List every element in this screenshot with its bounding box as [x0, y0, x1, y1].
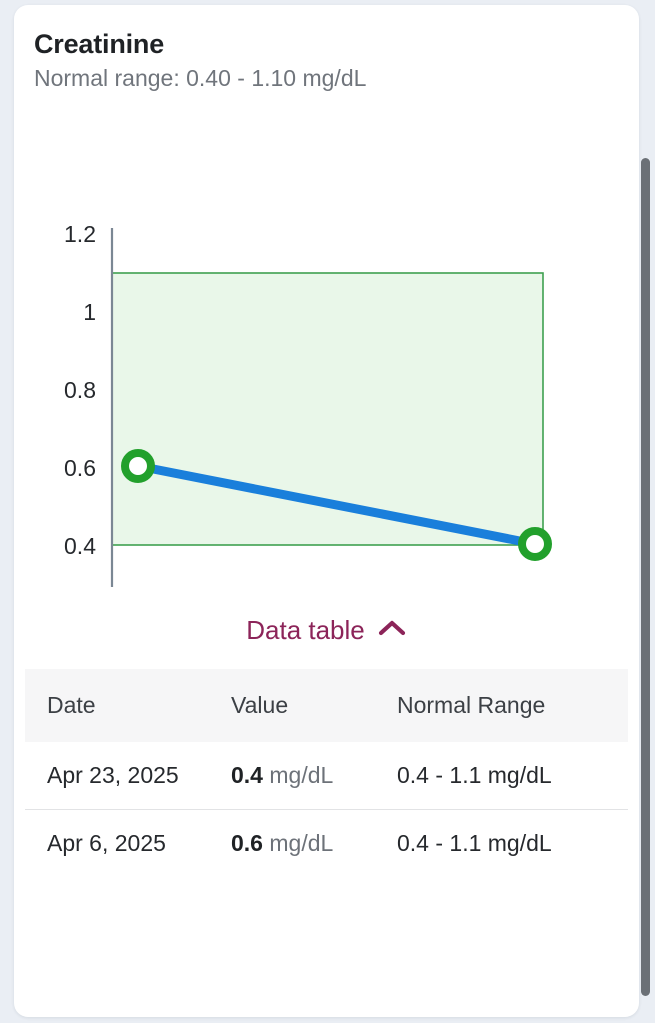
- vertical-scrollbar-thumb[interactable]: [641, 158, 650, 996]
- data-table-toggle-label: Data table: [246, 615, 365, 645]
- y-tick-label-0_8: 0.8: [64, 377, 96, 403]
- cell-date: Apr 6, 2025: [47, 830, 166, 857]
- y-tick-label-0_4: 0.4: [64, 533, 96, 559]
- page-title: Creatinine: [34, 29, 165, 59]
- trend-chart[interactable]: 1.2 1 0.8 0.6 0.4 Sun Apr 6 2025: [14, 107, 639, 587]
- y-tick-label-1_2: 1.2: [64, 221, 96, 247]
- data-line-series-creatinine: [133, 461, 540, 549]
- table-row[interactable]: Apr 23, 2025 0.4 mg/dL 0.4 - 1.1 mg/dL: [25, 742, 628, 809]
- chart-canvas: 1.2 1 0.8 0.6 0.4 Sun Apr 6 2025: [64, 221, 552, 587]
- column-header-date: Date: [47, 692, 96, 718]
- y-tick-label-0_6: 0.6: [64, 455, 96, 481]
- cell-value: 0.4 mg/dL: [231, 742, 397, 809]
- card-header: Creatinine Normal range: 0.40 - 1.10 mg/…: [14, 5, 639, 93]
- table-row[interactable]: Apr 6, 2025 0.6 mg/dL 0.4 - 1.1 mg/dL: [25, 809, 628, 877]
- chevron-up-icon[interactable]: [377, 618, 407, 643]
- data-table-toggle[interactable]: Data table: [14, 617, 639, 643]
- cell-value-unit: mg/dL: [262, 762, 334, 789]
- cell-value-number: 0.6: [231, 830, 263, 857]
- data-point-apr-23[interactable]: [518, 526, 552, 561]
- table-body: Apr 23, 2025 0.4 mg/dL 0.4 - 1.1 mg/dL A…: [25, 742, 628, 877]
- column-header-value: Value: [231, 692, 289, 718]
- cell-normal-range: 0.4 - 1.1 mg/dL: [397, 762, 552, 789]
- column-header-normal-range: Normal Range: [397, 692, 546, 718]
- data-point-apr-6[interactable]: [121, 448, 155, 483]
- cell-value: 0.6 mg/dL: [231, 810, 397, 877]
- vertical-scrollbar-track[interactable]: [640, 0, 653, 1023]
- cell-value-number: 0.4: [231, 762, 263, 789]
- normal-range-subtitle: Normal range: 0.40 - 1.10 mg/dL: [34, 65, 367, 92]
- table-header-row: Date Value Normal Range: [25, 669, 628, 743]
- y-tick-label-1: 1: [83, 299, 96, 325]
- lab-result-card: Creatinine Normal range: 0.40 - 1.10 mg/…: [14, 5, 639, 1017]
- cell-normal-range: 0.4 - 1.1 mg/dL: [397, 830, 552, 857]
- cell-date: Apr 23, 2025: [47, 762, 179, 789]
- data-table: Date Value Normal Range Apr 23, 2025 0.4…: [25, 669, 628, 878]
- cell-value-unit: mg/dL: [262, 830, 334, 857]
